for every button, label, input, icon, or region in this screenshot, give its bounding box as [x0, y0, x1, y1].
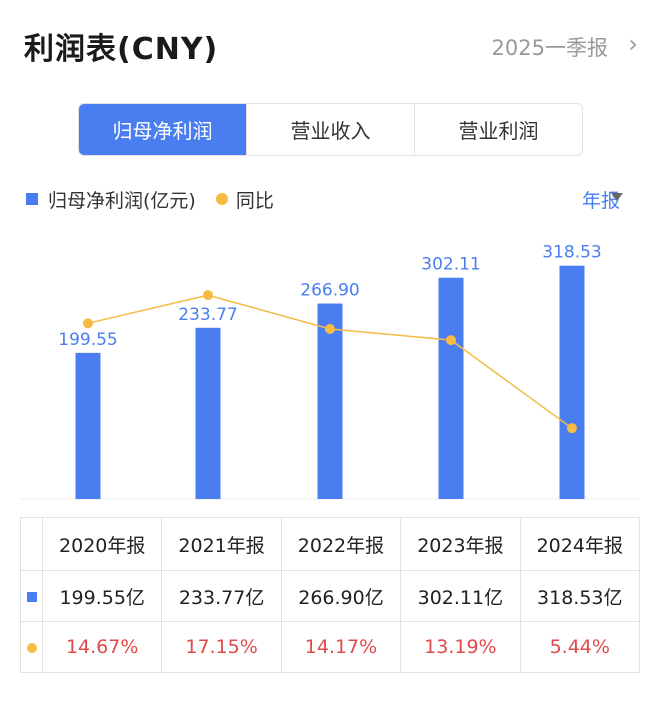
table-row-yoy: 14.67% 17.15% 14.17% 13.19% 5.44% [20, 621, 641, 673]
profit-cell: 302.11亿 [400, 570, 521, 622]
bar-2021年报 [195, 327, 221, 499]
profit-cell: 318.53亿 [519, 570, 641, 622]
tab-revenue[interactable]: 营业收入 [247, 104, 415, 155]
metric-tabs: 归母净利润 营业收入 营业利润 [78, 103, 583, 156]
data-table: 2020年报 2021年报 2022年报 2023年报 2024年报 199.5… [20, 517, 641, 673]
header-cell: 2022年报 [280, 517, 402, 571]
profit-cell: 266.90亿 [280, 570, 402, 622]
chart-legend: 归母净利润(亿元) 同比 [26, 186, 274, 212]
bar-value-label: 199.55 [58, 330, 117, 350]
square-icon [26, 592, 37, 602]
bar-legend-swatch [26, 193, 38, 205]
bar-value-label: 233.77 [178, 305, 237, 325]
bar-2022年报 [317, 303, 343, 499]
bar-2023年报 [438, 277, 464, 499]
triangle-down-icon[interactable] [611, 193, 623, 201]
bar-legend-label: 归母净利润(亿元) [48, 189, 196, 212]
table-row-profit: 199.55亿 233.77亿 266.90亿 302.11亿 318.53亿 [20, 570, 641, 622]
yoy-point-2020年报 [83, 318, 93, 329]
chevron-right-icon[interactable]: › [628, 30, 638, 58]
profit-cell: 233.77亿 [161, 570, 282, 622]
yoy-cell: 13.19% [400, 621, 521, 673]
bar-2020年报 [75, 352, 101, 499]
header-cell: 2023年报 [400, 517, 521, 571]
table-header-row: 2020年报 2021年报 2022年报 2023年报 2024年报 [20, 517, 641, 571]
profit-row-marker [20, 570, 43, 622]
header-cell: 2020年报 [41, 517, 163, 571]
yoy-cell: 14.17% [280, 621, 402, 673]
line-legend-swatch [215, 193, 228, 205]
dot-icon [26, 643, 37, 653]
yoy-point-2024年报 [567, 423, 577, 434]
period-selector[interactable]: 2025一季报 [491, 36, 608, 60]
header-empty-cell [20, 517, 43, 571]
yoy-point-2022年报 [325, 323, 335, 334]
tab-net-profit[interactable]: 归母净利润 [79, 104, 247, 155]
bar-value-label: 266.90 [300, 281, 359, 301]
header-cell: 2021年报 [161, 517, 282, 571]
bar-value-label: 302.11 [421, 255, 480, 275]
bar-value-label: 318.53 [542, 243, 601, 263]
yoy-row-marker [20, 621, 43, 673]
annual-dropdown[interactable]: 年报 [581, 190, 620, 212]
bar-2024年报 [559, 265, 585, 499]
line-legend-label: 同比 [235, 189, 274, 212]
yoy-point-2021年报 [203, 290, 213, 301]
yoy-cell: 17.15% [161, 621, 282, 673]
header: 利润表(CNY) 2025一季报 › [0, 0, 660, 90]
profit-chart: 199.55 233.77 266.90 302.11 318.53 [20, 243, 640, 500]
header-cell: 2024年报 [519, 517, 641, 571]
yoy-point-2023年报 [446, 335, 456, 346]
profit-cell: 199.55亿 [41, 570, 163, 622]
yoy-cell: 5.44% [519, 621, 641, 673]
yoy-cell: 14.67% [41, 621, 163, 673]
page-title: 利润表(CNY) [24, 32, 219, 67]
tab-operating-profit[interactable]: 营业利润 [458, 119, 539, 143]
